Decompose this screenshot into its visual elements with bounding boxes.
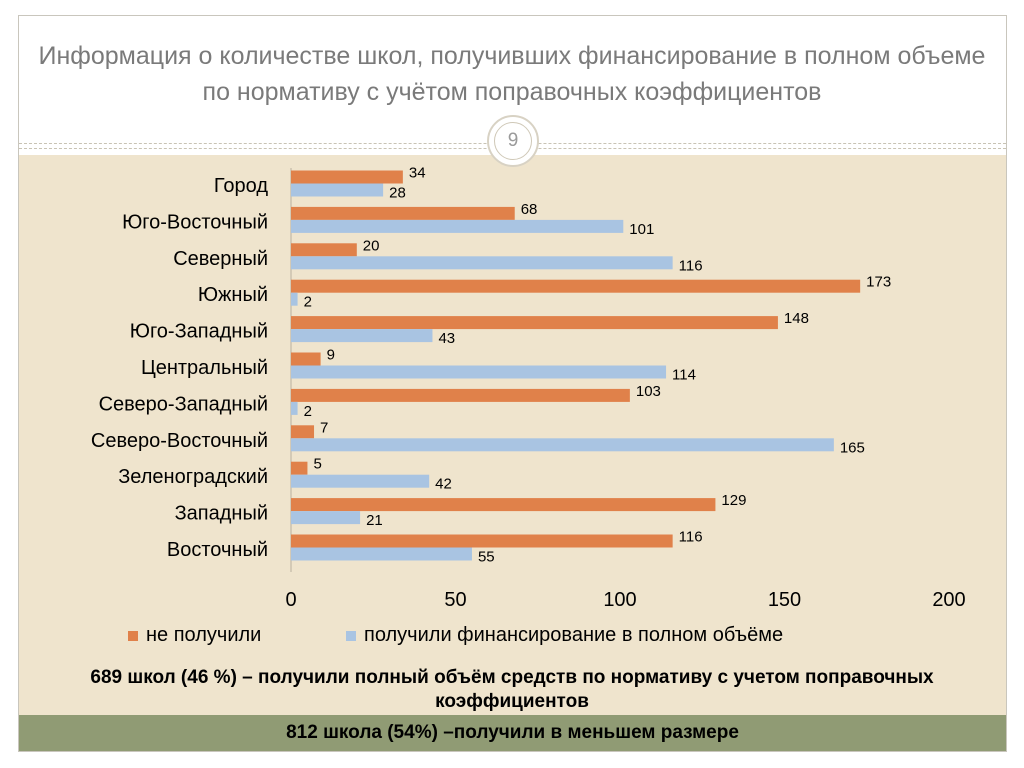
bar-not-received [291, 388, 630, 402]
data-label: 7 [320, 419, 328, 436]
chart-panel [19, 155, 1006, 715]
x-tick-label: 150 [768, 589, 801, 611]
bar-not-received [291, 461, 308, 475]
data-label: 165 [840, 439, 865, 456]
bar-received [291, 547, 472, 561]
x-tick-label: 100 [603, 589, 636, 611]
data-label: 43 [438, 330, 455, 347]
data-label: 2 [304, 403, 312, 420]
data-label: 42 [435, 476, 452, 493]
bar-received [291, 219, 624, 233]
data-label: 68 [521, 201, 538, 218]
category-label: Центральный [141, 357, 268, 379]
data-label: 28 [389, 185, 406, 202]
x-tick-label: 200 [932, 589, 965, 611]
data-label: 116 [679, 257, 703, 274]
category-label: Восточный [167, 539, 268, 561]
data-label: 20 [363, 237, 380, 254]
data-label: 129 [721, 492, 746, 509]
bar-received [291, 474, 430, 488]
data-label: 173 [866, 274, 891, 291]
category-label: Южный [198, 284, 268, 306]
bar-received [291, 292, 298, 306]
legend-label-received: получили финансирование в полном объёме [364, 624, 783, 646]
bar-received [291, 365, 667, 379]
category-label: Юго-Восточный [122, 211, 268, 233]
bar-received [291, 256, 673, 270]
bar-not-received [291, 170, 403, 184]
legend-swatch-received [346, 631, 356, 641]
bar-not-received [291, 279, 861, 293]
bar-not-received [291, 316, 778, 330]
bar-not-received [291, 425, 315, 439]
category-label: Северо-Западный [99, 393, 268, 415]
data-label: 2 [304, 294, 312, 311]
bar-not-received [291, 243, 357, 257]
category-label: Зеленоградский [118, 466, 268, 488]
bar-received [291, 438, 834, 452]
legend-label-not-received: не получили [146, 624, 261, 646]
category-label: Северо-Восточный [91, 430, 268, 452]
data-label: 5 [313, 456, 321, 473]
category-label: Западный [175, 503, 268, 525]
bar-not-received [291, 352, 321, 366]
summary-reduced-funding: 812 школа (54%) –получили в меньшем разм… [19, 715, 1006, 751]
bar-not-received [291, 206, 515, 220]
data-label: 101 [629, 221, 654, 238]
x-tick-label: 50 [444, 589, 466, 611]
legend-swatch-not-received [128, 631, 138, 641]
data-label: 21 [366, 512, 383, 529]
x-tick-label: 0 [285, 589, 296, 611]
data-label: 9 [327, 347, 335, 364]
category-label: Юго-Западный [130, 321, 268, 343]
slide-frame [18, 15, 1007, 752]
slide-title: Информация о количестве школ, получивших… [38, 42, 986, 106]
bar-received [291, 401, 298, 415]
bar-received [291, 329, 433, 343]
data-label: 34 [409, 165, 426, 182]
data-label: 116 [679, 529, 703, 546]
data-label: 148 [784, 310, 809, 327]
page-number-badge: 9 [487, 115, 539, 167]
bar-received [291, 511, 361, 525]
data-label: 103 [636, 383, 661, 400]
page-number: 9 [494, 122, 532, 160]
bar-not-received [291, 534, 673, 548]
category-label: Город [214, 175, 268, 197]
category-label: Северный [173, 248, 268, 270]
summary-full-funding: 689 школ (46 %) – получили полный объём … [90, 667, 934, 712]
bar-not-received [291, 498, 716, 512]
data-label: 114 [672, 367, 696, 384]
bar-received [291, 183, 384, 197]
data-label: 55 [478, 549, 495, 566]
